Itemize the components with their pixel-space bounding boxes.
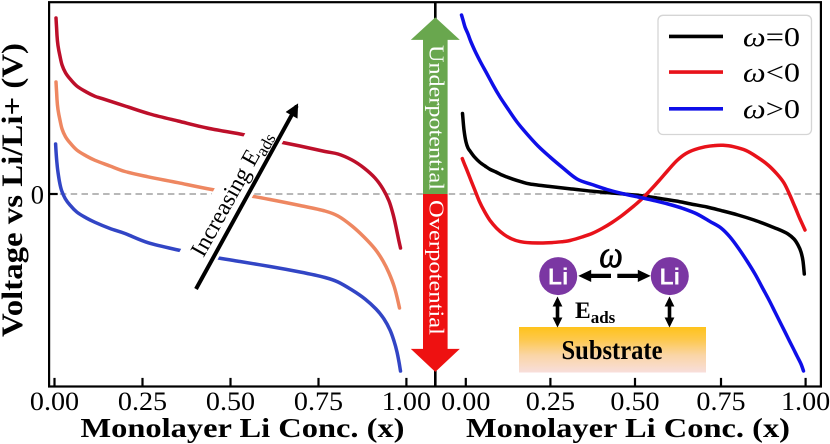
svg-text:0.00: 0.00 [30, 386, 79, 416]
svg-text:0.00: 0.00 [441, 386, 490, 416]
svg-text:Overpotential: Overpotential [424, 200, 448, 335]
svg-text:ω=0: ω =0 [743, 22, 800, 52]
svg-text:0.25: 0.25 [118, 386, 167, 416]
svg-text:0.75: 0.75 [696, 386, 745, 416]
svg-text:Underpotential: Underpotential [424, 45, 448, 190]
svg-text:Substrate: Substrate [562, 334, 663, 365]
svg-text:Voltage vs Li/Li+ (V): Voltage vs Li/Li+ (V) [0, 43, 29, 337]
svg-text:ω: ω [599, 234, 623, 276]
svg-text:0: 0 [31, 179, 44, 209]
svg-text:Monolayer Li Conc. (x): Monolayer Li Conc. (x) [466, 412, 790, 443]
svg-text:Li: Li [660, 263, 680, 289]
svg-text:ω<0: ω <0 [743, 58, 800, 88]
svg-text:ω>0: ω >0 [743, 94, 800, 124]
svg-text:Li: Li [548, 263, 568, 289]
svg-text:1.00: 1.00 [382, 386, 431, 416]
svg-text:0.25: 0.25 [526, 386, 575, 416]
svg-text:Monolayer Li Conc. (x): Monolayer Li Conc. (x) [81, 412, 405, 443]
svg-text:1.00: 1.00 [781, 386, 830, 416]
svg-text:0.50: 0.50 [610, 386, 659, 416]
svg-text:0.50: 0.50 [206, 386, 255, 416]
svg-text:0.75: 0.75 [294, 386, 343, 416]
